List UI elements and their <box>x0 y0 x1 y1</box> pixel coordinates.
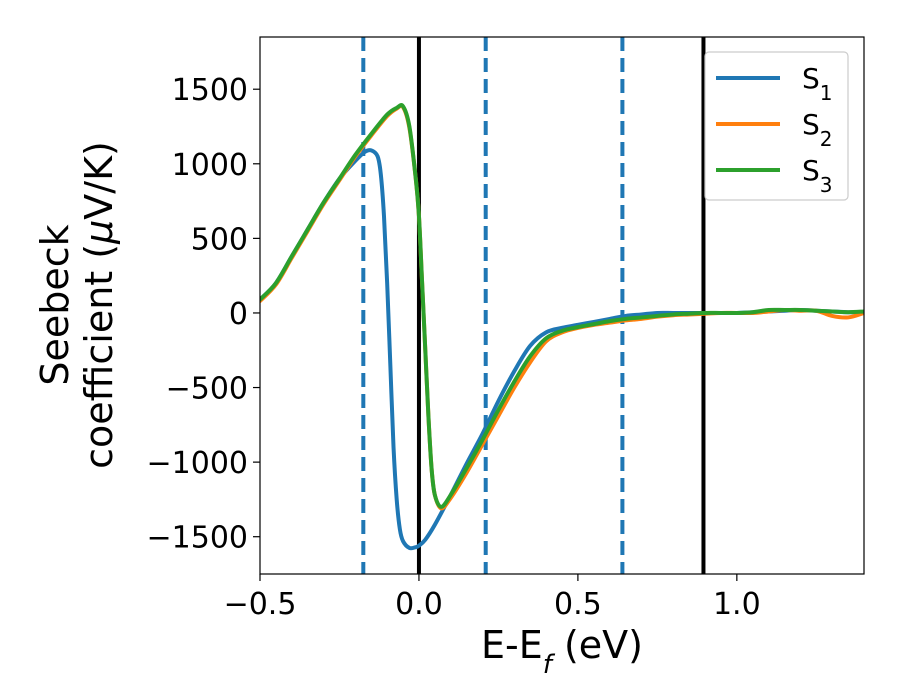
plot-frame <box>259 36 865 575</box>
y-axis-label-line1: Seebeck <box>33 224 77 385</box>
y-axis-ticks: −1500 −1000 −500 0 500 1000 1500 <box>147 73 260 556</box>
x-tick-label: 0.5 <box>554 587 602 622</box>
x-tick-label: −0.5 <box>224 587 297 622</box>
legend-label-s3: S3 <box>802 154 833 197</box>
reference-lines <box>361 37 706 574</box>
y-tick-label: 1500 <box>172 73 248 108</box>
y-axis-label: Seebeck coefficient (μV/K) <box>33 141 121 469</box>
y-tick-label: −500 <box>166 372 248 407</box>
x-axis-label: E-Ef (eV) <box>481 623 643 680</box>
y-tick-label: −1500 <box>147 521 248 556</box>
series-line-s3 <box>260 103 864 509</box>
x-axis-ticks: −0.5 0.0 0.5 1.0 <box>224 574 761 622</box>
y-tick-label: 0 <box>229 297 248 332</box>
y-tick-label: −1000 <box>147 446 248 481</box>
legend-label-s1: S1 <box>802 62 833 105</box>
legend: S1 S2 S3 <box>704 51 849 201</box>
y-axis-label-line2: coefficient (μV/K) <box>77 141 121 469</box>
series-lines <box>260 103 864 551</box>
y-tick-label: 500 <box>191 222 248 257</box>
series-line-s1 <box>260 148 864 551</box>
legend-label-s2: S2 <box>802 108 833 151</box>
x-tick-label: 1.0 <box>713 587 761 622</box>
y-tick-label: 1000 <box>172 148 248 183</box>
x-tick-label: 0.0 <box>395 587 443 622</box>
